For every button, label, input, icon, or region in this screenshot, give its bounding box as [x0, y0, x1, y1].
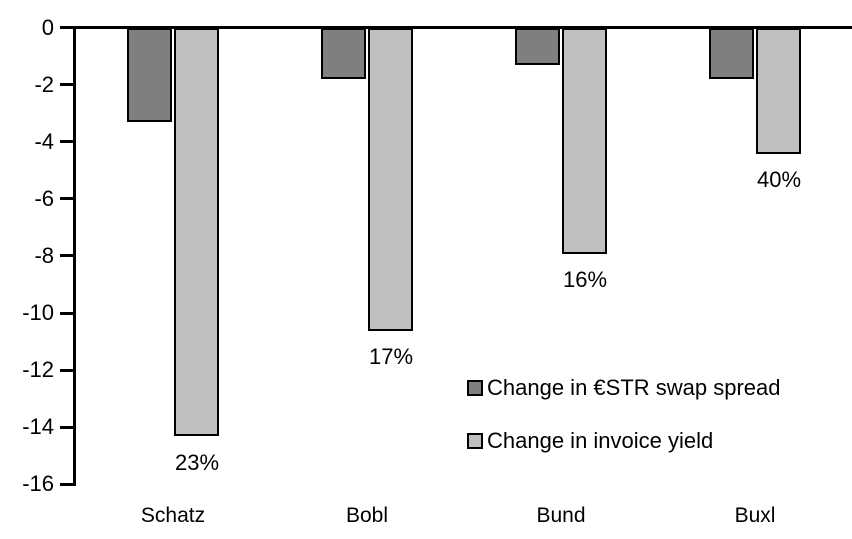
y-axis-tick-label: 0 [41, 15, 54, 40]
legend-swatch-icon [467, 380, 483, 396]
zero-line [73, 26, 852, 29]
x-axis-category-label: Schatz [140, 504, 206, 527]
legend-label: Change in €STR swap spread [487, 375, 781, 400]
y-axis-tick [60, 426, 76, 429]
y-axis-tick-label: -8 [34, 243, 54, 268]
y-axis-tick-label: -16 [22, 471, 54, 496]
x-axis-category-label: Bobl [345, 504, 389, 527]
legend: Change in €STR swap spread Change in invo… [467, 371, 781, 477]
bar-data-label: 16% [562, 267, 608, 292]
bar-invoice-yield [174, 28, 219, 436]
bar-invoice-yield [368, 28, 413, 331]
bar-swap-spread [127, 28, 172, 122]
y-axis-tick [60, 197, 76, 200]
y-axis-tick-label: -14 [22, 414, 54, 439]
bar-invoice-yield [562, 28, 607, 254]
x-axis-category-label: Bund [536, 504, 586, 527]
legend-swatch-icon [467, 433, 483, 449]
bar-data-label: 17% [368, 344, 414, 369]
legend-item: Change in invoice yield [467, 424, 781, 458]
y-axis-tick [60, 83, 76, 86]
legend-item: Change in €STR swap spread [467, 371, 781, 405]
y-axis-tick [60, 26, 76, 29]
legend-label: Change in invoice yield [487, 428, 714, 453]
y-axis-tick-label: -4 [34, 129, 54, 154]
x-axis-category-label: Buxl [734, 504, 776, 527]
y-axis-tick-label: -10 [22, 300, 54, 325]
y-axis-tick [60, 254, 76, 257]
bar-data-label: 23% [174, 450, 220, 475]
bar-invoice-yield [756, 28, 801, 154]
y-axis-tick-label: -12 [22, 357, 54, 382]
y-axis-tick [60, 483, 76, 486]
y-axis-tick-label: -6 [34, 186, 54, 211]
bar-swap-spread [515, 28, 560, 65]
bar-swap-spread [709, 28, 754, 79]
y-axis-tick [60, 369, 76, 372]
bar-data-label: 40% [756, 167, 802, 192]
y-axis-tick [60, 312, 76, 315]
y-axis-tick-label: -2 [34, 72, 54, 97]
y-axis-tick [60, 140, 76, 143]
bar-swap-spread [321, 28, 366, 79]
